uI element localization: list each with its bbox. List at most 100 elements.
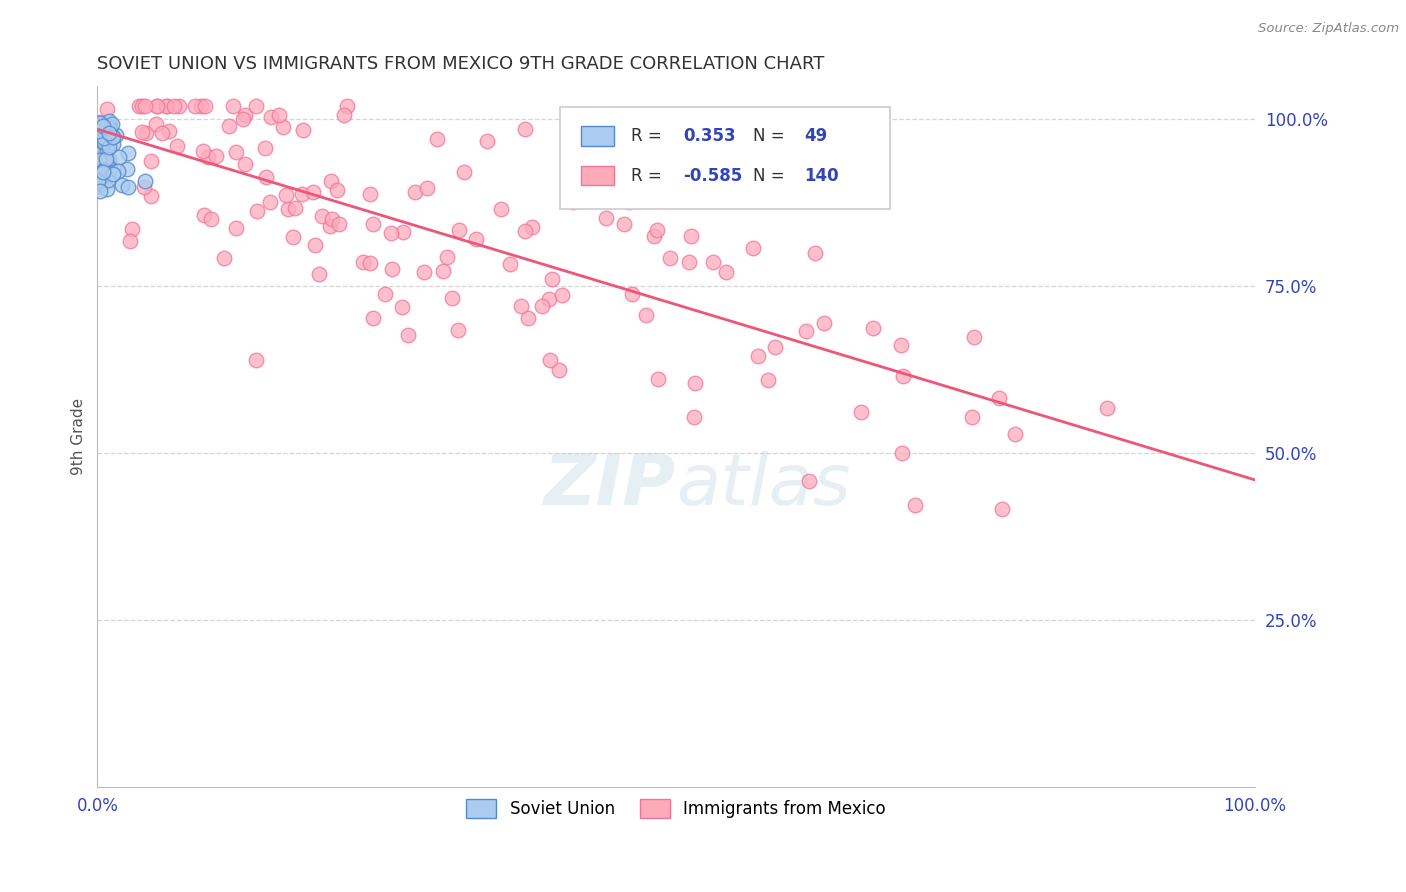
Point [271,120,294,134]
Point [475,134,498,148]
Point [412,264,434,278]
Point [436,250,458,264]
Point [359,256,381,270]
Point [617,194,640,209]
Point [702,254,724,268]
Point [141,154,163,169]
Point [96,182,118,196]
Point [432,264,454,278]
Point [537,293,560,307]
Point [90,150,112,164]
Point [145,116,167,130]
Point [94,118,117,132]
Point [120,234,142,248]
Point [269,107,291,121]
Point [292,123,315,137]
Point [301,185,323,199]
FancyBboxPatch shape [561,107,890,209]
Point [87,174,110,188]
Point [86,172,108,186]
Point [89,116,111,130]
Point [644,148,666,162]
Point [184,99,207,113]
Point [510,299,533,313]
Point [489,202,512,216]
Point [548,363,571,377]
Point [97,172,120,186]
Point [538,353,561,368]
Point [256,169,278,184]
Point [218,119,240,133]
Point [679,229,702,244]
Point [101,117,124,131]
Point [131,99,153,113]
Point [797,474,820,488]
Point [562,194,585,209]
Point [235,108,257,122]
Point [254,141,277,155]
Point [645,223,668,237]
Point [101,128,124,143]
Point [97,126,120,140]
Point [396,328,419,343]
Point [96,142,118,156]
Point [446,323,468,337]
Y-axis label: 9th Grade: 9th Grade [72,398,86,475]
Point [380,226,402,240]
Text: ZIP: ZIP [544,451,676,520]
Point [520,219,543,234]
Point [163,99,186,113]
Point [117,146,139,161]
Point [134,180,156,194]
Point [101,167,124,181]
Point [593,178,616,193]
Point [193,145,215,159]
Text: R =: R = [631,128,666,145]
Point [763,340,786,354]
Point [804,245,827,260]
Point [94,144,117,158]
Point [101,137,124,152]
Point [233,157,256,171]
Point [222,99,245,113]
Point [304,237,326,252]
Text: atlas: atlas [676,451,851,520]
Point [328,217,350,231]
Point [891,369,914,384]
Point [988,391,1011,405]
Point [146,99,169,113]
Legend: Soviet Union, Immigrants from Mexico: Soviet Union, Immigrants from Mexico [460,792,893,824]
Text: -0.585: -0.585 [683,167,742,185]
Point [98,162,121,177]
Text: N =: N = [752,167,789,185]
Point [308,267,330,281]
Point [862,321,884,335]
Point [194,99,217,113]
Point [551,287,574,301]
Point [319,219,342,233]
Point [87,153,110,167]
Point [658,251,681,265]
Point [91,153,114,167]
Point [134,99,156,113]
Point [135,126,157,140]
Point [96,102,118,116]
Point [336,99,359,113]
Point [515,224,537,238]
Point [98,114,121,128]
Point [531,299,554,313]
Point [281,230,304,244]
Point [246,204,269,219]
Point [890,446,912,460]
Point [813,317,835,331]
Point [86,119,108,133]
Point [613,217,636,231]
Point [1004,427,1026,442]
Point [89,178,111,193]
Point [636,308,658,322]
Point [89,184,111,198]
Point [146,99,169,113]
Point [499,257,522,271]
Point [284,202,307,216]
Point [333,107,356,121]
